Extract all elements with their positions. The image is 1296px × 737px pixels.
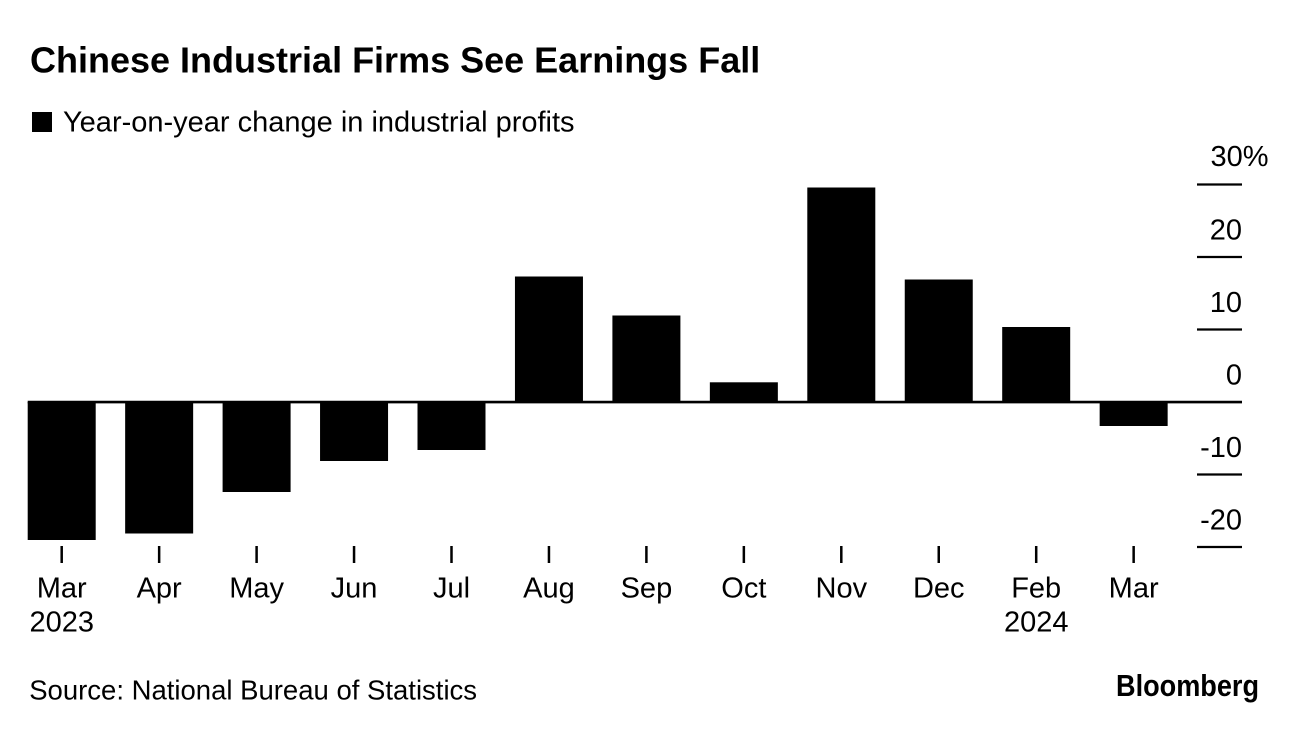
- svg-text:Feb: Feb: [1011, 573, 1061, 605]
- svg-text:-20: -20: [1200, 505, 1242, 537]
- svg-text:Source: National Bureau of Sta: Source: National Bureau of Statistics: [29, 675, 477, 706]
- svg-text:May: May: [229, 573, 284, 605]
- svg-text:Jun: Jun: [331, 573, 378, 605]
- svg-text:Apr: Apr: [137, 573, 182, 605]
- svg-text:Dec: Dec: [913, 573, 965, 605]
- svg-text:Mar: Mar: [1109, 573, 1159, 605]
- svg-text:2023: 2023: [29, 607, 94, 639]
- svg-text:Nov: Nov: [816, 573, 868, 605]
- svg-text:Sep: Sep: [621, 573, 673, 605]
- svg-text:10: 10: [1210, 287, 1242, 319]
- svg-text:Bloomberg: Bloomberg: [1116, 668, 1259, 703]
- svg-text:Chinese Industrial Firms See E: Chinese Industrial Firms See Earnings Fa…: [30, 40, 760, 81]
- svg-text:Jul: Jul: [433, 573, 470, 605]
- svg-text:Year-on-year change in industr: Year-on-year change in industrial profit…: [63, 107, 575, 139]
- svg-text:Aug: Aug: [523, 573, 575, 605]
- svg-text:0: 0: [1226, 360, 1242, 392]
- svg-text:30%: 30%: [1210, 141, 1268, 173]
- svg-text:-10: -10: [1200, 432, 1242, 464]
- svg-text:20: 20: [1210, 215, 1242, 247]
- svg-text:Oct: Oct: [721, 573, 766, 605]
- svg-text:Mar: Mar: [37, 573, 87, 605]
- svg-text:2024: 2024: [1004, 607, 1069, 639]
